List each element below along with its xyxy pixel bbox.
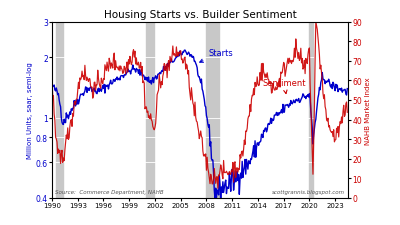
Text: Sentiment: Sentiment [262,79,306,94]
Bar [206,22,219,198]
Bar [146,22,154,198]
Y-axis label: Million Units, saar, semi-log: Million Units, saar, semi-log [27,62,33,158]
Bar [309,22,313,198]
Text: Source:  Commerce Department, NAHB: Source: Commerce Department, NAHB [55,189,164,194]
Text: scottgrannis.blogspot.com: scottgrannis.blogspot.com [272,189,345,194]
Title: Housing Starts vs. Builder Sentiment: Housing Starts vs. Builder Sentiment [104,10,296,20]
Bar [56,22,63,198]
Text: Starts: Starts [200,49,233,63]
Y-axis label: NAHB Market Index: NAHB Market Index [365,76,371,144]
